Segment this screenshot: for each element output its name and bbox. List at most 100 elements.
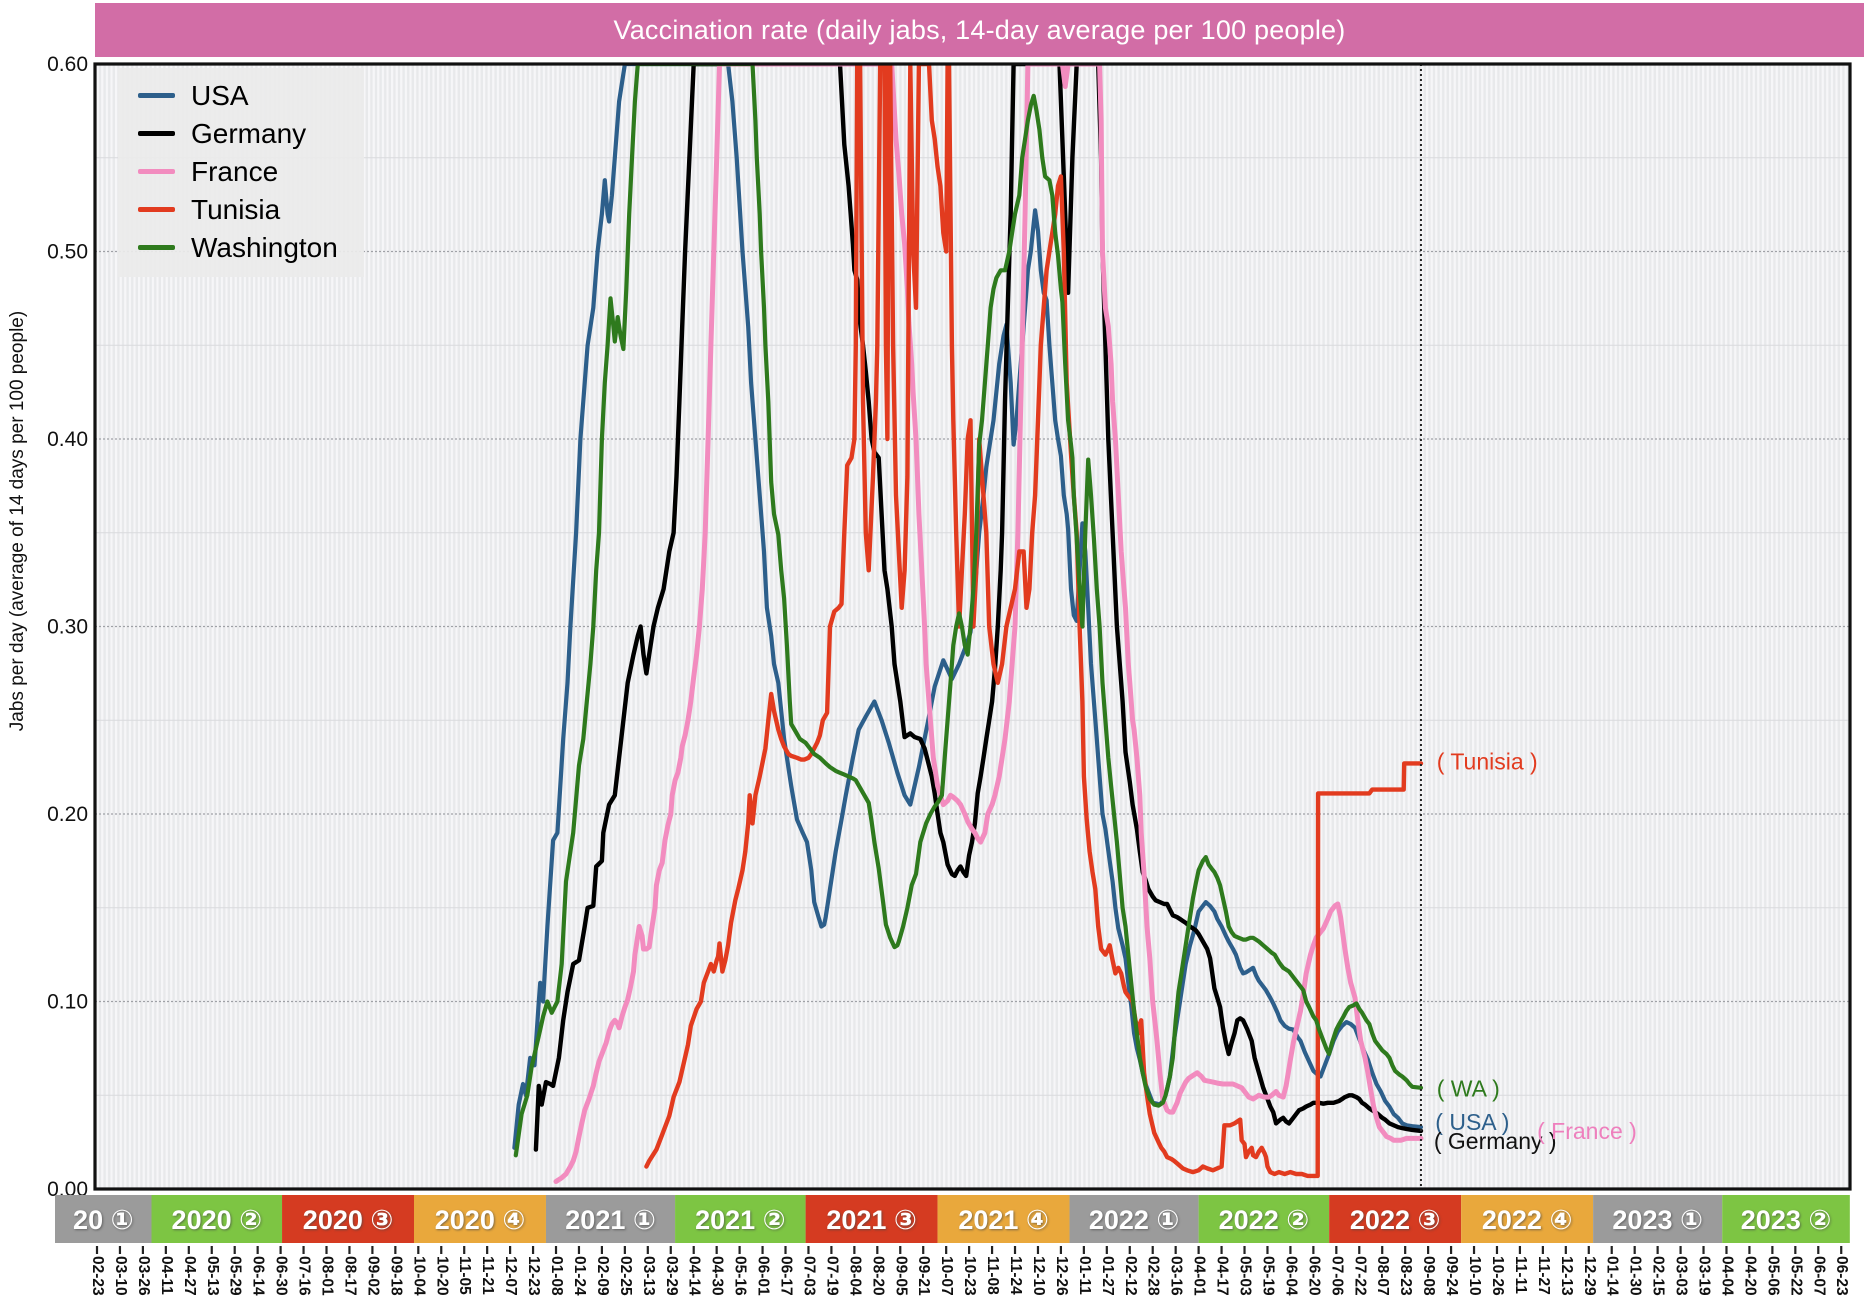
annotation-wa: ( WA ): [1437, 1076, 1500, 1102]
legend-label: Washington: [191, 231, 338, 263]
x-tick-label: 01-14: [1604, 1256, 1621, 1296]
x-tick-label: 08-20: [869, 1256, 886, 1296]
x-tick-label: 07-22: [1351, 1256, 1368, 1296]
x-tick-label: 02-15: [1650, 1256, 1667, 1296]
legend-item-tunisia: Tunisia: [138, 192, 338, 227]
x-tick-label: 03-26: [135, 1256, 152, 1296]
legend-swatch: [138, 207, 175, 212]
legend-label: Tunisia: [191, 193, 281, 225]
quarter-band-label: 2022 ②: [1219, 1205, 1309, 1235]
legend-swatch: [138, 169, 175, 174]
x-tick-label: 06-01: [755, 1256, 772, 1296]
series-annotations: ( Tunisia ) ( WA ) ( USA )( Germany )( Fra…: [1434, 749, 1637, 1155]
x-tick-label: 10-04: [410, 1256, 427, 1296]
series-lines: [512, 64, 1424, 1184]
quarter-bands: 20 ① 2020 ② 2020 ③ 2020 ④ 2021 ① 2021 ② 2021 ③…: [55, 1195, 1850, 1243]
x-tick-label: 01-30: [1627, 1256, 1644, 1296]
quarter-band: [151, 1195, 283, 1243]
x-tick-label: 06-23: [1833, 1256, 1850, 1296]
x-tick-label: 01-11: [1076, 1256, 1093, 1295]
x-tick-label: 06-30: [273, 1256, 290, 1296]
quarter-band-label: 2021 ③: [826, 1205, 916, 1235]
x-tick-label: 11-21: [479, 1256, 496, 1295]
x-tick-label: 07-16: [296, 1256, 313, 1296]
quarter-band: [1722, 1195, 1850, 1243]
x-tick-label: 04-04: [1719, 1256, 1736, 1296]
x-tick-label: 11-08: [984, 1256, 1001, 1295]
x-tick-label: 01-08: [548, 1256, 565, 1296]
x-tick-label: 09-02: [364, 1256, 381, 1296]
quarter-band-label: 2022 ③: [1350, 1205, 1440, 1235]
quarter-band-label: 2022 ④: [1482, 1205, 1572, 1235]
y-axis-ticks: 0.000.100.200.300.400.500.60: [47, 53, 88, 1201]
x-tick-label: 09-18: [387, 1256, 404, 1296]
x-tick-label: 09-08: [1420, 1256, 1437, 1296]
series-line-germany: [533, 64, 1424, 1152]
x-tick-label: 11-05: [456, 1256, 473, 1295]
quarter-band-label: 2023 ①: [1612, 1205, 1702, 1235]
x-tick-label: 02-23: [89, 1256, 106, 1296]
x-tick-label: 07-19: [823, 1256, 840, 1296]
legend-item-germany: Germany: [138, 116, 338, 151]
x-tick-label: 02-09: [594, 1256, 611, 1296]
x-tick-label: 09-05: [892, 1256, 909, 1296]
quarter-band: [1069, 1195, 1199, 1243]
x-tick-label: 06-07: [1810, 1256, 1827, 1296]
x-tick-label: 12-07: [502, 1256, 519, 1296]
x-tick-label: 08-01: [319, 1256, 336, 1296]
x-tick-label: 03-10: [112, 1256, 129, 1296]
x-tick-label: 08-23: [1397, 1256, 1414, 1296]
legend-label: USA: [191, 79, 249, 111]
x-tick-label: 01-24: [571, 1256, 588, 1296]
quarter-band: [55, 1195, 152, 1243]
quarter-band-label: 2021 ④: [958, 1205, 1048, 1235]
x-tick-label: 06-17: [778, 1256, 795, 1296]
x-tick-label: 06-04: [1282, 1256, 1299, 1296]
x-tick-label: 08-04: [846, 1256, 863, 1296]
x-tick-label: 07-03: [801, 1256, 818, 1296]
y-tick-label: 0.40: [47, 428, 88, 451]
quarter-band: [1593, 1195, 1723, 1243]
x-tick-label: 02-25: [617, 1256, 634, 1296]
legend-item-usa: USA: [138, 78, 338, 113]
x-tick-label: 10-26: [1489, 1256, 1506, 1296]
x-tick-label: 04-01: [1191, 1256, 1208, 1296]
y-tick-label: 0.30: [47, 616, 88, 639]
x-tick-label: 05-29: [227, 1256, 244, 1296]
x-tick-label: 02-12: [1122, 1256, 1139, 1296]
quarter-band-label: 2020 ③: [303, 1205, 393, 1235]
quarter-band-label: 2022 ①: [1089, 1205, 1179, 1235]
x-tick-label: 05-22: [1787, 1256, 1804, 1296]
x-tick-label: 10-23: [961, 1256, 978, 1296]
series-line-washington: [513, 64, 1424, 1158]
x-tick-label: 04-27: [181, 1256, 198, 1296]
legend-label: Germany: [191, 117, 307, 149]
x-tick-label: 03-13: [640, 1256, 657, 1296]
x-tick-label: 12-26: [1053, 1256, 1070, 1296]
x-tick-label: 05-16: [732, 1256, 749, 1296]
quarter-band: [805, 1195, 938, 1243]
x-tick-label: 05-19: [1260, 1256, 1277, 1296]
x-tick-label: 12-13: [1558, 1256, 1575, 1296]
x-tick-label: 02-28: [1145, 1256, 1162, 1296]
x-tick-label: 08-07: [1374, 1256, 1391, 1296]
quarter-band: [414, 1195, 546, 1243]
x-tick-label: 04-20: [1741, 1256, 1758, 1296]
x-tick-label: 04-30: [709, 1256, 726, 1296]
x-axis-ticks: 02-23 03-10 03-26 04-11 04-27 05-13 05-29 06-14…: [89, 1246, 1850, 1296]
quarter-band-label: 2020 ②: [172, 1205, 262, 1235]
quarter-band: [1461, 1195, 1594, 1243]
x-tick-label: 11-24: [1007, 1256, 1024, 1295]
y-tick-label: 0.50: [47, 241, 88, 264]
quarter-band: [1329, 1195, 1462, 1243]
legend-swatch: [138, 131, 175, 136]
annotation-germany: ( Germany ): [1434, 1128, 1557, 1154]
annotation-tunisia: ( Tunisia ): [1437, 749, 1538, 775]
plot-frame: [93, 62, 1852, 1191]
legend-label: France: [191, 155, 279, 187]
quarter-band: [545, 1195, 676, 1243]
quarter-band-label: 2021 ①: [565, 1205, 655, 1235]
quarter-band-label: 2023 ②: [1741, 1205, 1831, 1235]
x-tick-label: 09-24: [1443, 1256, 1460, 1296]
